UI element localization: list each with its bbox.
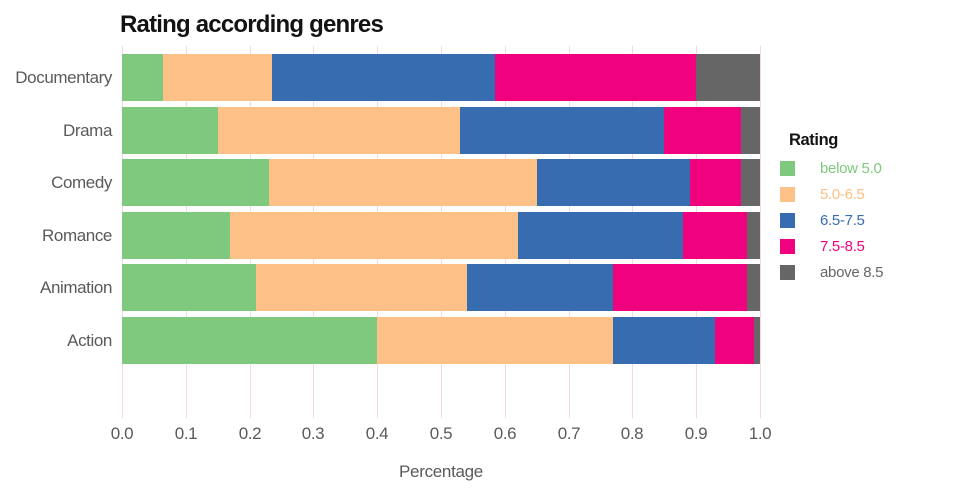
bar-segment — [613, 264, 748, 311]
x-axis-title: Percentage — [399, 462, 483, 481]
chart-title: Rating according genres — [120, 11, 384, 38]
bar-segment — [715, 317, 754, 364]
x-tick-label: 1.0 — [748, 424, 772, 443]
legend-label: 6.5-7.5 — [820, 211, 865, 229]
x-tick-label: 0.2 — [238, 424, 262, 443]
x-tick-label: 0.8 — [620, 424, 644, 443]
bar-segment — [536, 159, 690, 206]
x-tick-label: 0.3 — [301, 424, 325, 443]
bar-segment — [683, 212, 748, 259]
legend-item: 6.5-7.5 — [780, 211, 958, 229]
stacked-bars — [122, 0, 760, 500]
bar-row — [122, 317, 760, 364]
y-axis-label: Comedy — [51, 173, 112, 192]
legend-item: above 8.5 — [780, 263, 958, 281]
bar-segment — [122, 54, 164, 101]
y-axis-label: Documentary — [15, 68, 112, 87]
bar-segment — [255, 264, 467, 311]
bar-segment — [268, 159, 537, 206]
bar-row — [122, 159, 760, 206]
bar-row — [122, 107, 760, 154]
y-axis-label: Action — [67, 331, 112, 350]
x-tick-label: 0.9 — [684, 424, 708, 443]
legend: Rating below 5.0 5.0-6.5 6.5-7.5 7.5-8.5 abo… — [780, 131, 958, 290]
bar-segment — [122, 159, 269, 206]
legend-item: 7.5-8.5 — [780, 237, 958, 255]
legend-label: 7.5-8.5 — [820, 237, 865, 255]
legend-swatch — [780, 186, 795, 202]
legend-label: below 5.0 — [820, 159, 882, 177]
bar-segment — [377, 317, 614, 364]
bar-segment — [122, 264, 256, 311]
bar-segment — [747, 212, 760, 259]
bar-segment — [696, 54, 760, 101]
legend-item: 5.0-6.5 — [780, 185, 958, 203]
bar-segment — [271, 54, 496, 101]
bar-segment — [747, 264, 760, 311]
bar-segment — [689, 159, 741, 206]
legend-label: 5.0-6.5 — [820, 185, 865, 203]
bar-segment — [460, 107, 665, 154]
bar-segment — [753, 317, 760, 364]
bar-segment — [466, 264, 614, 311]
legend-label: above 8.5 — [820, 263, 884, 281]
x-tick-label: 0.5 — [429, 424, 453, 443]
bar-segment — [122, 317, 378, 364]
bar-segment — [613, 317, 716, 364]
bar-segment — [230, 212, 518, 259]
bar-segment — [664, 107, 741, 154]
x-tick-label: 0.1 — [174, 424, 198, 443]
y-axis-label: Animation — [40, 278, 112, 297]
gridline — [760, 46, 761, 418]
bar-segment — [517, 212, 684, 259]
bar-segment — [740, 107, 760, 154]
legend-swatch — [780, 160, 795, 176]
legend-swatch — [780, 212, 795, 228]
y-axis-label: Romance — [42, 226, 112, 245]
legend-title: Rating — [789, 131, 838, 149]
x-tick-label: 0.4 — [365, 424, 389, 443]
bar-segment — [122, 212, 231, 259]
bar-row — [122, 212, 760, 259]
x-tick-label: 0.0 — [110, 424, 134, 443]
bar-segment — [740, 159, 760, 206]
legend-item: below 5.0 — [780, 159, 958, 177]
x-tick-label: 0.7 — [557, 424, 581, 443]
bar-segment — [217, 107, 461, 154]
bar-segment — [495, 54, 697, 101]
legend-swatch — [780, 238, 795, 254]
bar-row — [122, 264, 760, 311]
legend-swatch — [780, 264, 795, 280]
y-axis-label: Drama — [62, 121, 112, 140]
x-tick-label: 0.6 — [493, 424, 517, 443]
bar-row — [122, 54, 760, 101]
bar-segment — [163, 54, 272, 101]
legend-items: below 5.0 5.0-6.5 6.5-7.5 7.5-8.5 above 8.5 — [780, 159, 958, 281]
bar-segment — [122, 107, 218, 154]
